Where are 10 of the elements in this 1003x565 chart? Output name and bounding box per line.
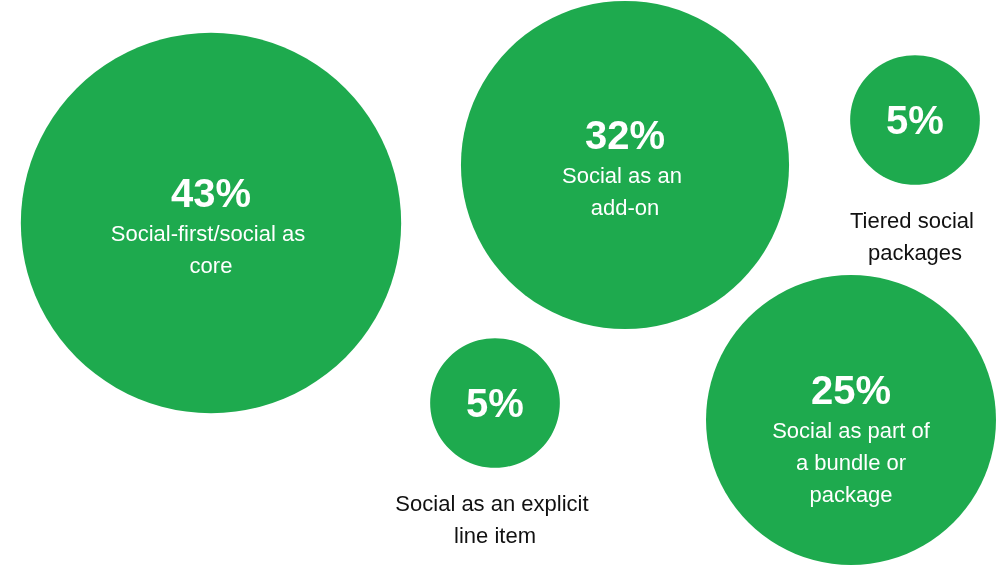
data-label: 43% <box>170 171 252 215</box>
category-label: Social-first/social as core <box>110 220 312 278</box>
category-label: Tiered social packages <box>849 208 981 266</box>
category-label: Social as part of a bundle or package <box>772 417 931 507</box>
data-label: 5% <box>466 381 524 425</box>
data-label: 5% <box>886 98 944 142</box>
data-label: 25% <box>810 368 892 412</box>
data-label: 32% <box>584 113 666 157</box>
category-label: Social as an add-on <box>562 162 688 220</box>
category-label: Social as an explicit line item <box>395 491 595 549</box>
